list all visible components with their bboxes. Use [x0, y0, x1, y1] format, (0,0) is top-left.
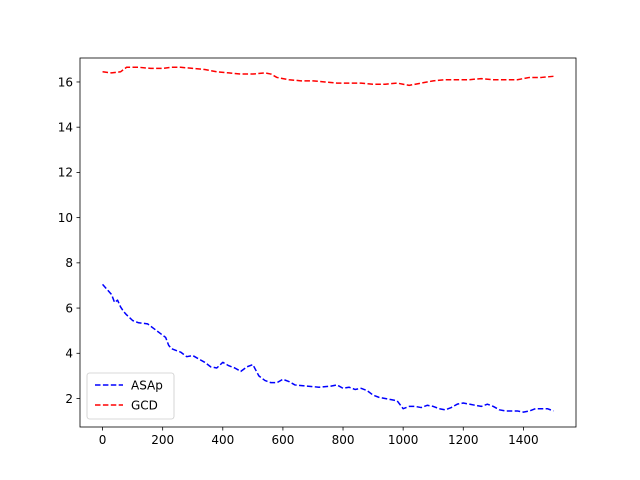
- x-tick-label: 1400: [508, 433, 539, 447]
- legend-label-gcd: GCD: [131, 398, 158, 412]
- x-tick-label: 400: [211, 433, 234, 447]
- y-tick-label: 4: [65, 347, 73, 361]
- y-tick-label: 14: [58, 120, 73, 134]
- legend-box: [86, 372, 175, 420]
- series-layer: [101, 66, 554, 413]
- series-line-gcd: [102, 66, 554, 87]
- axes-layer: 0 200 400 600 800 1000 1200 1400 2 4 6 8 10 12 14 16: [58, 57, 577, 447]
- plot-frame: [79, 57, 577, 428]
- y-tick-label: 8: [65, 256, 73, 270]
- legend-label-asap: ASAp: [131, 378, 163, 392]
- y-tick-label: 10: [58, 211, 73, 225]
- x-tick-label: 0: [99, 433, 107, 447]
- y-tick-label: 16: [58, 75, 73, 89]
- x-tick-label: 200: [151, 433, 174, 447]
- x-tick-label: 1000: [388, 433, 419, 447]
- x-tick-label: 800: [332, 433, 355, 447]
- y-tick-label: 12: [58, 166, 73, 180]
- x-tick-label: 1200: [448, 433, 479, 447]
- legend: ASAp GCD: [86, 372, 175, 420]
- y-tick-label: 6: [65, 301, 73, 315]
- series-line-asap: [101, 283, 554, 413]
- x-tick-label: 600: [271, 433, 294, 447]
- y-tick-label: 2: [65, 392, 73, 406]
